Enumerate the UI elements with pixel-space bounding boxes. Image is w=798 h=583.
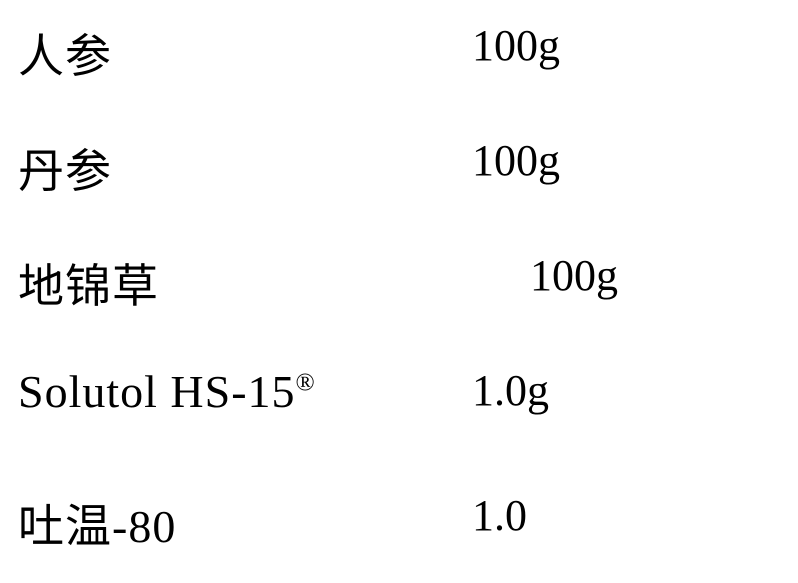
label-4-text: Solutol HS-15: [18, 366, 296, 417]
ingredient-list: 人参 100g 丹参 100g 地锦草 100g Solutol HS-15® …: [0, 0, 798, 583]
value-2: 100g: [472, 135, 560, 186]
label-2: 丹参: [18, 135, 112, 201]
value-5: 1.0: [472, 490, 527, 541]
registered-icon: ®: [296, 369, 316, 397]
label-4: Solutol HS-15®: [18, 365, 316, 418]
label-5: 吐温-80: [18, 490, 176, 556]
value-1: 100g: [472, 20, 560, 71]
label-3: 地锦草: [18, 250, 159, 316]
label-1: 人参: [18, 20, 112, 86]
value-3: 100g: [530, 250, 618, 301]
value-4: 1.0g: [472, 365, 549, 416]
